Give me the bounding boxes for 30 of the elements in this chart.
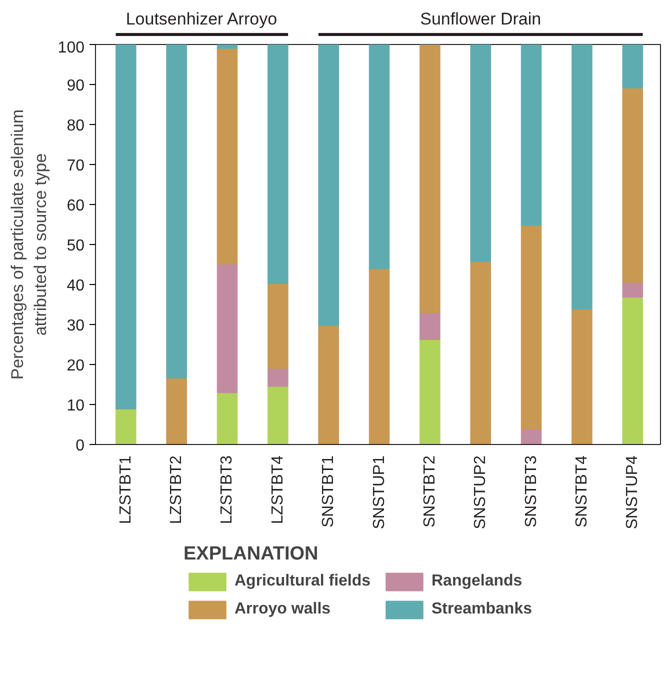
x-tick-label: SNSTBT2	[421, 455, 438, 528]
x-tick-label: SNSTUP1	[370, 455, 388, 530]
x-tick-label: SNSTBT3	[522, 455, 540, 528]
x-tick-label: LZSTBT2	[168, 455, 186, 524]
y-tick-label: 80	[66, 118, 85, 134]
y-tick-label: 10	[66, 398, 85, 414]
x-tick-label: LZSTBT1	[117, 455, 134, 524]
legend-label: Arroyo walls	[234, 600, 332, 618]
y-tick-label: 20	[66, 358, 85, 374]
x-tick-label: SNSTUP4	[624, 455, 642, 530]
y-tick-label: 40	[66, 278, 85, 294]
y-tick-label: 60	[66, 198, 85, 214]
x-tick-label: LZSTBT4	[269, 455, 286, 524]
legend-label: Agricultural fields	[234, 572, 372, 590]
legend-title: EXPLANATION	[184, 544, 320, 566]
x-tick-label: SNSTBT1	[320, 455, 338, 528]
y-tick-label: 100	[58, 40, 85, 56]
x-tick-label: LZSTBT3	[218, 455, 236, 524]
text: Loutsenhizer Arroyo	[126, 10, 278, 28]
y-tick-label: 50	[66, 238, 85, 254]
y-tick-label: 0	[76, 438, 85, 454]
y-tick-label: 70	[66, 158, 85, 174]
x-tick-label: SNSTUP2	[472, 455, 490, 530]
legend-label: Rangelands	[432, 572, 524, 590]
legend-label: Streambanks	[432, 600, 533, 618]
y-tick-label: 90	[66, 78, 85, 94]
y-tick-label: 30	[66, 318, 85, 334]
y-axis-title: Percentages of particulate selenium attributed to source type	[8, 109, 50, 380]
text: Sunflower Drain	[420, 10, 542, 28]
x-tick-label: SNSTBT4	[573, 455, 590, 528]
